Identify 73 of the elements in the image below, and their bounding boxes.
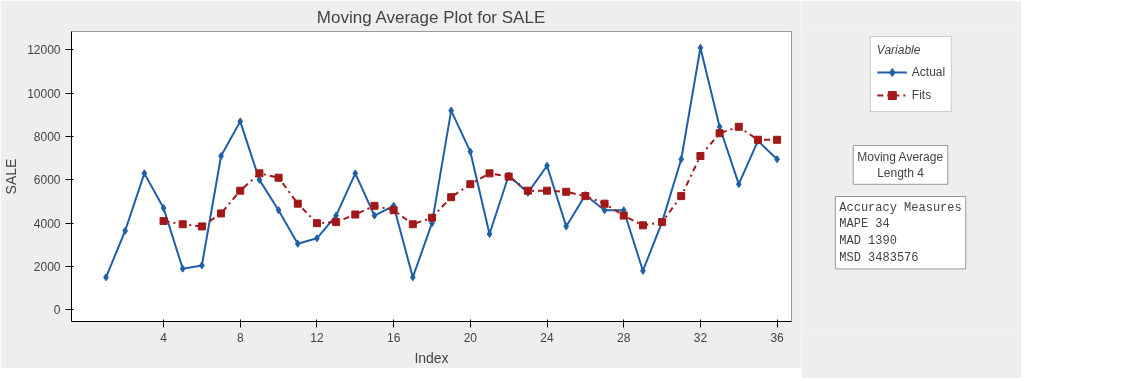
point xyxy=(562,187,571,196)
text: MAD 1390 xyxy=(839,234,897,249)
y-tick-label: 10000 xyxy=(27,86,61,101)
point xyxy=(466,180,475,189)
point xyxy=(735,180,742,189)
x-tick-label: 4 xyxy=(160,330,168,345)
point xyxy=(159,217,168,226)
legend-title: Variable xyxy=(876,43,922,57)
point xyxy=(619,211,628,220)
point xyxy=(370,201,379,210)
point xyxy=(197,222,206,231)
point xyxy=(638,221,647,230)
point xyxy=(160,204,167,213)
point xyxy=(696,152,705,161)
point xyxy=(408,220,417,229)
point xyxy=(236,186,245,195)
point xyxy=(773,135,782,144)
y-tick-label: 4000 xyxy=(33,216,61,231)
x-tick-label: 24 xyxy=(540,330,555,345)
point xyxy=(485,169,494,178)
point xyxy=(255,169,264,178)
x-axis-title: Index xyxy=(414,349,449,366)
point xyxy=(237,117,244,126)
point xyxy=(677,192,686,201)
point xyxy=(563,222,570,231)
text: Moving Average xyxy=(857,149,944,164)
y-tick-label: 6000 xyxy=(33,173,61,188)
legend-label: Actual xyxy=(911,65,946,79)
point xyxy=(601,206,608,215)
y-tick-label: 12000 xyxy=(27,43,61,58)
point xyxy=(275,206,282,215)
text: Length 4 xyxy=(877,166,925,181)
x-tick-label: 32 xyxy=(693,330,708,345)
point xyxy=(600,199,609,208)
chart-title: Moving Average Plot for SALE xyxy=(316,7,546,27)
point xyxy=(217,209,226,218)
point xyxy=(122,226,129,235)
x-tick-label: 8 xyxy=(236,330,244,345)
text: Accuracy Measures xyxy=(839,200,962,215)
point xyxy=(274,173,283,182)
point xyxy=(332,218,341,227)
point xyxy=(141,169,148,178)
x-tick-label: 12 xyxy=(310,330,324,345)
point xyxy=(678,155,685,164)
legend-label: Fits xyxy=(911,88,932,102)
point xyxy=(389,206,398,215)
point xyxy=(447,193,456,202)
x-tick-label: 16 xyxy=(386,330,401,345)
point xyxy=(371,211,378,220)
point xyxy=(715,129,724,138)
point xyxy=(312,219,321,228)
text: MSD 3483576 xyxy=(839,250,919,265)
y-tick-label: 0 xyxy=(53,303,61,318)
point xyxy=(734,122,743,131)
point xyxy=(427,213,436,222)
y-tick-label: 8000 xyxy=(33,130,61,145)
x-tick-label: 28 xyxy=(617,330,631,345)
x-tick-label: 20 xyxy=(463,330,478,345)
point xyxy=(543,186,552,195)
point xyxy=(409,273,416,282)
point xyxy=(179,264,186,273)
point xyxy=(294,239,301,248)
point xyxy=(256,175,263,184)
point xyxy=(178,220,187,229)
point xyxy=(716,122,723,131)
point xyxy=(293,199,302,208)
x-tick-label: 36 xyxy=(770,330,785,345)
point xyxy=(352,169,359,178)
y-tick-label: 2000 xyxy=(33,259,61,274)
y-axis-title: SALE xyxy=(3,158,20,195)
point xyxy=(467,147,474,156)
point xyxy=(351,210,360,219)
text: MAPE 34 xyxy=(839,217,890,232)
